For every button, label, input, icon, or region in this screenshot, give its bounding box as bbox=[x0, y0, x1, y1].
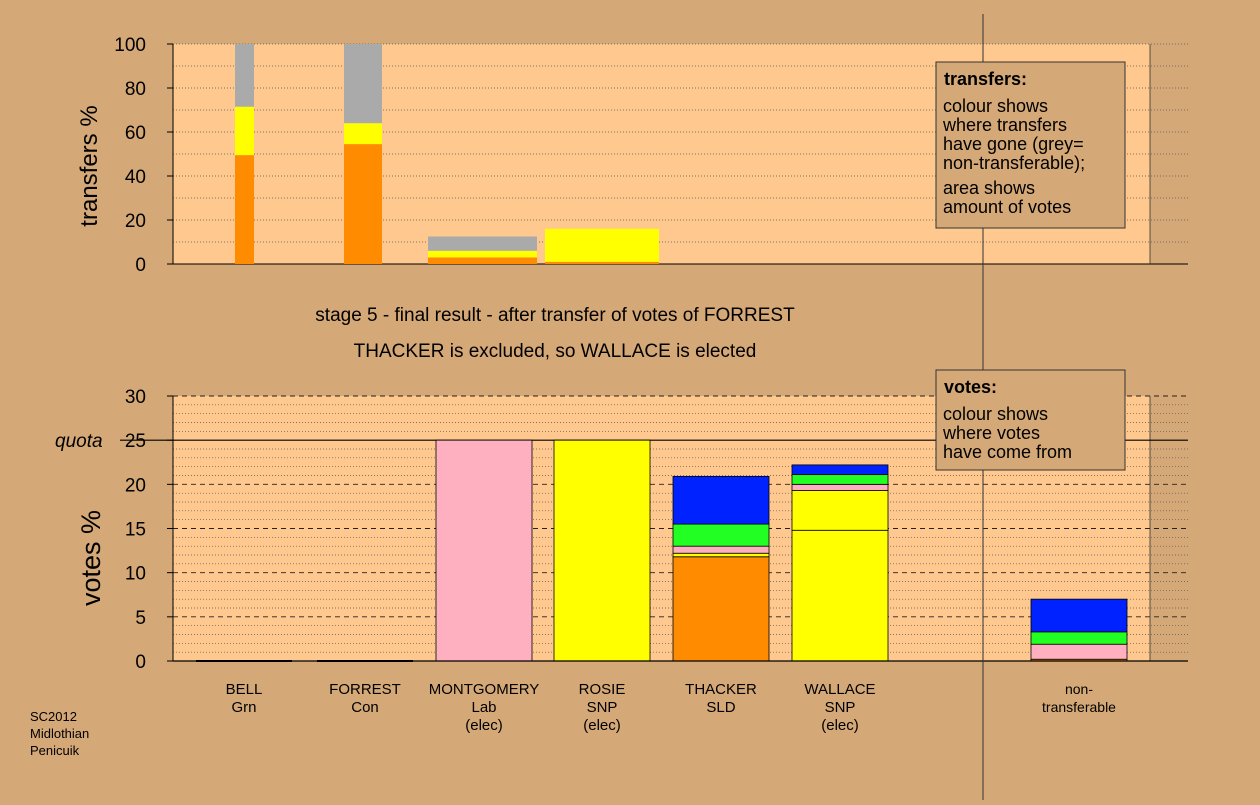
candidate-party: Con bbox=[351, 699, 379, 716]
transfers-y-axis-title: transfers % bbox=[76, 105, 103, 226]
transfer-bar-segment bbox=[545, 228, 659, 262]
transfers-legend-text: where transfers bbox=[942, 115, 1067, 135]
stage-caption: stage 5 - final result - after transfer … bbox=[315, 305, 795, 326]
votes-y-tick-label: 20 bbox=[125, 475, 146, 496]
votes-legend-box bbox=[935, 369, 1126, 471]
vote-bar-segment bbox=[672, 475, 770, 525]
transfer-bar-segment bbox=[235, 106, 254, 156]
candidate-party: SNP bbox=[825, 699, 856, 716]
transfers-legend-text: colour shows bbox=[943, 96, 1048, 116]
candidate-party: Lab bbox=[471, 699, 496, 716]
votes-y-tick-label: 0 bbox=[135, 652, 146, 673]
footer-line: Penicuik bbox=[30, 743, 80, 758]
quota-label: quota bbox=[55, 431, 103, 452]
vote-bar-segment bbox=[672, 523, 770, 547]
vote-bar-segment bbox=[672, 556, 770, 662]
transfers-y-tick-label: 40 bbox=[125, 167, 146, 188]
votes-y-tick-label: 15 bbox=[125, 520, 146, 541]
candidate-name: ROSIE bbox=[579, 681, 626, 698]
transfers-legend-title: transfers: bbox=[944, 69, 1027, 89]
vote-bar-segment bbox=[791, 464, 889, 476]
transfer-bar-segment bbox=[428, 257, 537, 264]
votes-legend-text: have come from bbox=[943, 442, 1072, 462]
transfer-bar-segment bbox=[428, 250, 537, 258]
candidate-name: WALLACE bbox=[804, 681, 875, 698]
transfers-legend-box bbox=[935, 61, 1126, 229]
transfers-legend-text: have gone (grey= bbox=[943, 134, 1084, 154]
result-caption: THACKER is excluded, so WALLACE is elect… bbox=[353, 341, 757, 362]
transfers-y-tick-label: 60 bbox=[125, 123, 146, 144]
votes-legend-title: votes: bbox=[944, 377, 997, 397]
vote-bar-segment bbox=[791, 474, 889, 485]
candidate-party: SNP bbox=[587, 699, 618, 716]
transfers-y-tick-label: 80 bbox=[125, 79, 146, 100]
footer-line: SC2012 bbox=[30, 709, 77, 724]
votes-y-axis-title: votes % bbox=[76, 510, 106, 606]
candidate-party: SLD bbox=[706, 699, 735, 716]
candidate-status: (elec) bbox=[465, 717, 503, 734]
votes-y-tick-label: 30 bbox=[125, 387, 146, 408]
candidate-name: THACKER bbox=[685, 681, 757, 698]
candidate-status: (elec) bbox=[821, 717, 859, 734]
transfers-legend-text: amount of votes bbox=[943, 197, 1071, 217]
candidate-party: Grn bbox=[231, 699, 256, 716]
transfers-legend-text: non-transferable); bbox=[943, 153, 1085, 173]
transfers-legend-text: area shows bbox=[943, 178, 1035, 198]
vote-bar-segment bbox=[791, 483, 889, 491]
vote-bar-segment bbox=[553, 439, 651, 662]
vote-bar-segment bbox=[1030, 598, 1128, 633]
vote-bar-segment bbox=[791, 490, 889, 531]
candidate-name: MONTGOMERY bbox=[429, 681, 540, 698]
transfer-bar-segment bbox=[344, 44, 382, 124]
vote-bar-segment bbox=[1030, 631, 1128, 645]
vote-bar-segment bbox=[672, 552, 770, 558]
candidate-name: BELL bbox=[226, 681, 263, 698]
votes-legend-text: colour shows bbox=[943, 404, 1048, 424]
votes-legend-text: where votes bbox=[942, 423, 1040, 443]
transfer-bar-segment bbox=[235, 44, 254, 107]
transfers-y-tick-label: 20 bbox=[125, 211, 146, 232]
transfer-bar-segment bbox=[344, 144, 382, 264]
candidate-party: transferable bbox=[1042, 699, 1116, 715]
footer-line: Midlothian bbox=[30, 726, 90, 741]
vote-bar-segment bbox=[672, 545, 770, 554]
transfer-bar-segment bbox=[344, 123, 382, 145]
votes-y-tick-label: 5 bbox=[135, 608, 146, 629]
votes-y-tick-label: 10 bbox=[125, 564, 146, 585]
transfers-y-tick-label: 0 bbox=[135, 255, 146, 276]
vote-bar-segment bbox=[435, 439, 533, 662]
candidate-name: FORREST bbox=[329, 681, 401, 698]
votes-y-tick-label: 25 bbox=[125, 431, 146, 452]
footer-info: SC2012 Midlothian Penicuik bbox=[30, 708, 89, 759]
vote-bar-segment bbox=[1030, 643, 1128, 660]
candidate-status: (elec) bbox=[583, 717, 621, 734]
transfer-bar-segment bbox=[545, 261, 659, 264]
transfer-bar-segment bbox=[428, 236, 537, 251]
candidate-name: non- bbox=[1065, 681, 1093, 697]
transfer-bar-segment bbox=[235, 155, 254, 264]
vote-bar-segment bbox=[791, 529, 889, 662]
transfers-y-tick-label: 100 bbox=[114, 35, 146, 56]
